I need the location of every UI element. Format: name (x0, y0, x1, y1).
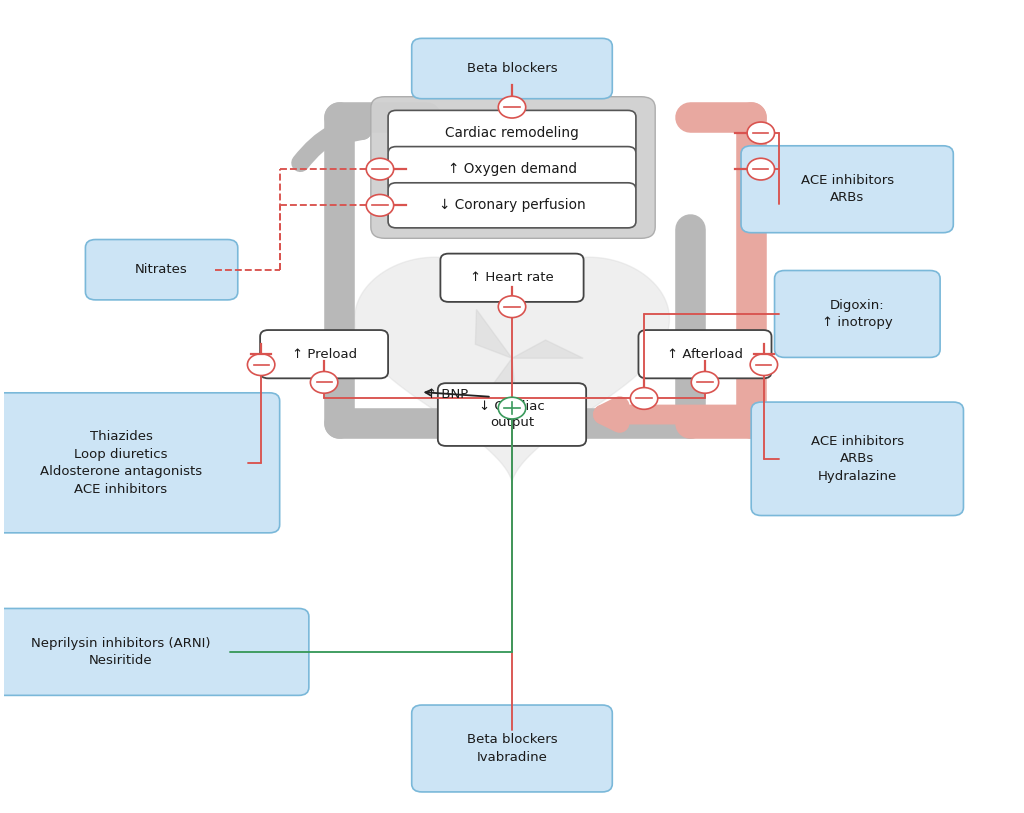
FancyBboxPatch shape (388, 146, 636, 192)
FancyBboxPatch shape (388, 111, 636, 155)
Text: ACE inhibitors
ARBs: ACE inhibitors ARBs (801, 174, 894, 205)
Text: ↓ Cardiac
output: ↓ Cardiac output (479, 400, 545, 429)
FancyBboxPatch shape (0, 393, 280, 533)
Circle shape (499, 96, 525, 118)
Circle shape (499, 398, 525, 419)
FancyBboxPatch shape (440, 254, 584, 302)
Circle shape (631, 388, 657, 409)
Text: ↑ Preload: ↑ Preload (292, 348, 356, 361)
FancyBboxPatch shape (388, 183, 636, 228)
Circle shape (499, 296, 525, 318)
Text: ↑ BNP: ↑ BNP (426, 388, 468, 401)
Polygon shape (512, 340, 583, 359)
Text: Beta blockers: Beta blockers (467, 62, 557, 75)
Polygon shape (475, 310, 512, 359)
Polygon shape (354, 257, 670, 483)
Text: ↑ Afterload: ↑ Afterload (667, 348, 743, 361)
Text: Beta blockers
Ivabradine: Beta blockers Ivabradine (467, 733, 557, 763)
FancyBboxPatch shape (260, 330, 388, 378)
Circle shape (751, 354, 777, 376)
Circle shape (367, 159, 393, 180)
Circle shape (310, 372, 338, 393)
FancyBboxPatch shape (371, 97, 655, 238)
Circle shape (691, 372, 719, 393)
Circle shape (367, 194, 393, 216)
Text: Digoxin:
↑ inotropy: Digoxin: ↑ inotropy (822, 298, 893, 329)
Text: Cardiac remodeling: Cardiac remodeling (445, 126, 579, 140)
Text: ↓ Coronary perfusion: ↓ Coronary perfusion (438, 198, 586, 212)
Text: ↑ Heart rate: ↑ Heart rate (470, 272, 554, 285)
FancyBboxPatch shape (412, 705, 612, 792)
Text: Thiazides
Loop diuretics
Aldosterone antagonists
ACE inhibitors: Thiazides Loop diuretics Aldosterone ant… (40, 430, 202, 496)
Polygon shape (476, 359, 515, 407)
Text: ↑ Oxygen demand: ↑ Oxygen demand (447, 162, 577, 176)
FancyBboxPatch shape (752, 402, 964, 515)
FancyBboxPatch shape (438, 383, 586, 446)
FancyBboxPatch shape (638, 330, 771, 378)
Circle shape (748, 159, 774, 180)
Text: Neprilysin inhibitors (ARNI)
Nesiritide: Neprilysin inhibitors (ARNI) Nesiritide (31, 637, 211, 667)
FancyBboxPatch shape (0, 608, 309, 695)
FancyBboxPatch shape (412, 38, 612, 98)
FancyBboxPatch shape (774, 271, 940, 358)
Circle shape (748, 122, 774, 144)
FancyBboxPatch shape (741, 146, 953, 233)
Text: ACE inhibitors
ARBs
Hydralazine: ACE inhibitors ARBs Hydralazine (811, 435, 904, 483)
Circle shape (248, 354, 274, 376)
FancyBboxPatch shape (85, 240, 238, 300)
Text: Nitrates: Nitrates (135, 263, 188, 276)
